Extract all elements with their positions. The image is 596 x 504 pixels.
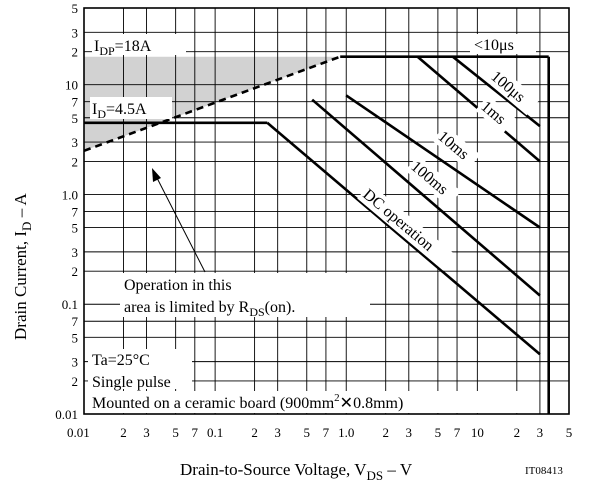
- x-axis-label: Drain-to-Source Voltage, VDS – V: [180, 460, 413, 483]
- y-tick-label: 0.1: [62, 297, 78, 312]
- pulse-10ms-label-bg: [432, 125, 481, 171]
- region-note-line2: area is limited by RDS(on).: [124, 299, 295, 319]
- region-note-bg: [120, 273, 370, 317]
- callout-arrowhead: [152, 168, 161, 182]
- y-tick-label: 7: [72, 314, 79, 329]
- x-tick-label: 2: [251, 425, 258, 440]
- x-tick-label: 3: [143, 425, 150, 440]
- y-tick-label: 5: [72, 1, 79, 16]
- x-tick-label: 2: [382, 425, 389, 440]
- y-tick-label: 2: [72, 374, 79, 389]
- y-tick-label: 10: [65, 78, 78, 93]
- id-label: ID=4.5A: [92, 101, 147, 121]
- idp-label-bg: [92, 34, 186, 55]
- conditions-bg-1: [88, 349, 192, 389]
- x-tick-label: 5: [566, 425, 573, 440]
- pulse-100ms-label-bg: [405, 155, 462, 207]
- plot-frame: [83, 7, 570, 415]
- ta-condition: Ta=25°C: [92, 352, 150, 369]
- figure-code: IT08413: [525, 465, 563, 477]
- y-axis-label: Drain Current, ID – A: [11, 192, 34, 340]
- y-tick-label: 3: [72, 245, 79, 260]
- x-tick-label: 5: [435, 425, 442, 440]
- pulse-10ms-line: [345, 94, 541, 229]
- x-tick-label: 5: [304, 425, 311, 440]
- mounting-condition: Mounted on a ceramic board (900mm2✕0.8mm…: [92, 392, 403, 412]
- pulse-10us-label: <10μs: [474, 37, 514, 54]
- pulse-1ms-label-bg: [475, 95, 516, 134]
- pulse-100us-line: [451, 55, 541, 128]
- y-tick-label: 2: [72, 45, 79, 60]
- series-lines: [83, 55, 551, 414]
- pulse-10us-label-bg: [470, 34, 536, 54]
- pulse-100us-label-bg: [485, 65, 540, 116]
- x-tick-label: 0.1: [207, 425, 223, 440]
- y-tick-label: 3: [72, 355, 79, 370]
- x-tick-label: 3: [406, 425, 413, 440]
- y-tick-label: 2: [72, 264, 79, 279]
- conditions-bg-2: [88, 391, 518, 413]
- x-tick-label: 2: [120, 425, 127, 440]
- y-tick-label: 5: [72, 111, 79, 126]
- x-tick-label: 7: [454, 425, 461, 440]
- single-pulse-condition: Single pulse: [92, 374, 171, 391]
- pulse-100ms-line: [311, 98, 541, 297]
- x-tick-label: 5: [172, 425, 179, 440]
- y-tick-label: 5: [72, 330, 79, 345]
- x-tick-label: 7: [323, 425, 330, 440]
- x-tick-label: 10: [471, 425, 484, 440]
- y-tick-label: 1.0: [62, 187, 78, 202]
- y-tick-label: 3: [72, 25, 79, 40]
- x-tick-label: 3: [274, 425, 281, 440]
- id-label-bg: [90, 97, 172, 119]
- region-note-line1: Operation in this: [124, 277, 232, 294]
- y-tick-label: 2: [72, 154, 79, 169]
- y-tick-label: 7: [72, 204, 79, 219]
- dc-line: [266, 121, 541, 356]
- x-tick-label: 2: [514, 425, 521, 440]
- x-tick-label: 3: [537, 425, 544, 440]
- ron-limit-line: [83, 55, 341, 153]
- y-tick-label: 0.01: [55, 407, 78, 422]
- x-tick-label: 1.0: [338, 425, 354, 440]
- dc-label-bg: [357, 183, 456, 271]
- x-tick-label: 0.01: [67, 425, 90, 440]
- idp-label: IDP=18A: [94, 38, 152, 58]
- y-tick-label: 5: [72, 221, 79, 236]
- y-tick-label: 3: [72, 135, 79, 150]
- y-tick-label: 7: [72, 95, 79, 110]
- x-tick-label: 7: [192, 425, 199, 440]
- callout-arrow-line: [155, 175, 206, 273]
- x-tick-labels: 0.01 2 3 5 7 0.1 2 3 5 7 1.0 2 3 5 7 10 2 3 5: [67, 425, 572, 440]
